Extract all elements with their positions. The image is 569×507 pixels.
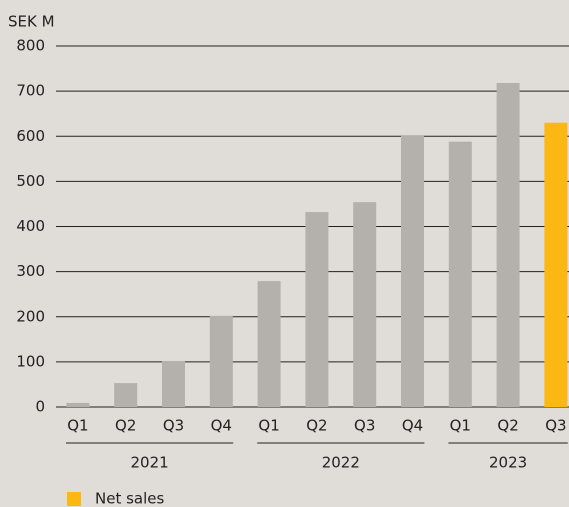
bar xyxy=(66,402,90,407)
bar xyxy=(544,122,568,408)
y-tick-label: 700 xyxy=(16,82,45,100)
x-tick-label: Q1 xyxy=(258,417,279,435)
bar xyxy=(162,360,185,407)
bar xyxy=(114,383,138,407)
x-tick-label: Q3 xyxy=(545,417,566,435)
x-tick-label: Q1 xyxy=(450,417,471,435)
bar xyxy=(305,212,329,407)
x-tick-label: Q2 xyxy=(115,417,136,435)
bar xyxy=(257,281,281,407)
x-tick-label: Q4 xyxy=(211,417,232,435)
x-tick-label: Q2 xyxy=(306,417,327,435)
x-tick-label: Q2 xyxy=(497,417,518,435)
y-tick-label: 400 xyxy=(16,217,45,235)
legend-label: Net sales xyxy=(95,490,165,507)
y-tick-label: 800 xyxy=(16,37,45,55)
y-tick-label: 600 xyxy=(16,127,45,145)
y-tick-label: 100 xyxy=(16,352,45,370)
y-tick-label: 200 xyxy=(16,307,45,325)
bar xyxy=(353,202,377,407)
y-tick-label: 300 xyxy=(16,262,45,280)
bar xyxy=(401,135,424,407)
x-tick-label: Q1 xyxy=(67,417,88,435)
group-label: 2023 xyxy=(489,454,527,472)
x-tick-label: Q4 xyxy=(402,417,423,435)
x-tick-label: Q3 xyxy=(354,417,375,435)
bar xyxy=(448,141,472,408)
y-tick-label: 500 xyxy=(16,172,45,190)
group-label: 2021 xyxy=(131,454,169,472)
y-axis-label: SEK M xyxy=(8,13,55,31)
bar xyxy=(209,315,233,407)
legend-swatch xyxy=(67,492,81,506)
y-tick-label: 0 xyxy=(35,398,45,416)
bar xyxy=(496,83,520,407)
x-tick-label: Q3 xyxy=(163,417,184,435)
group-label: 2022 xyxy=(322,454,360,472)
